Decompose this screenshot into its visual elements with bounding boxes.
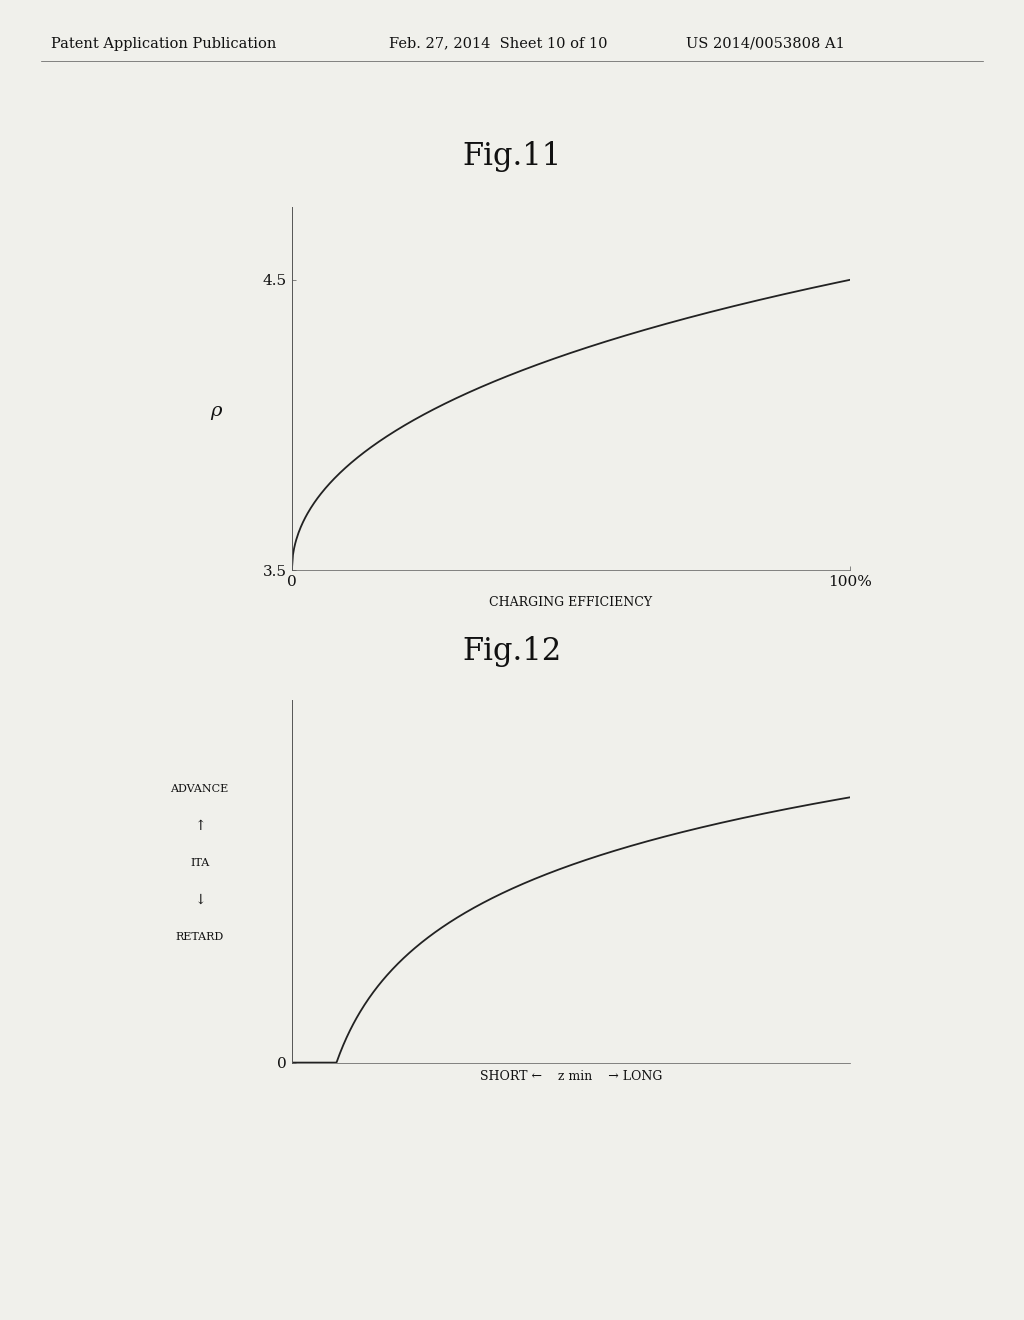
Text: Patent Application Publication: Patent Application Publication xyxy=(51,37,276,50)
Text: Fig.12: Fig.12 xyxy=(463,636,561,667)
Text: ITA: ITA xyxy=(190,858,209,869)
Text: US 2014/0053808 A1: US 2014/0053808 A1 xyxy=(686,37,845,50)
Text: ↓: ↓ xyxy=(194,892,206,907)
Text: ADVANCE: ADVANCE xyxy=(171,784,228,795)
Text: Feb. 27, 2014  Sheet 10 of 10: Feb. 27, 2014 Sheet 10 of 10 xyxy=(389,37,607,50)
Text: ↑: ↑ xyxy=(194,818,206,833)
Text: RETARD: RETARD xyxy=(175,932,224,942)
X-axis label: SHORT ←    z min    → LONG: SHORT ← z min → LONG xyxy=(479,1069,663,1082)
X-axis label: CHARGING EFFICIENCY: CHARGING EFFICIENCY xyxy=(489,597,652,609)
Text: ρ: ρ xyxy=(210,401,221,420)
Text: Fig.11: Fig.11 xyxy=(463,141,561,172)
